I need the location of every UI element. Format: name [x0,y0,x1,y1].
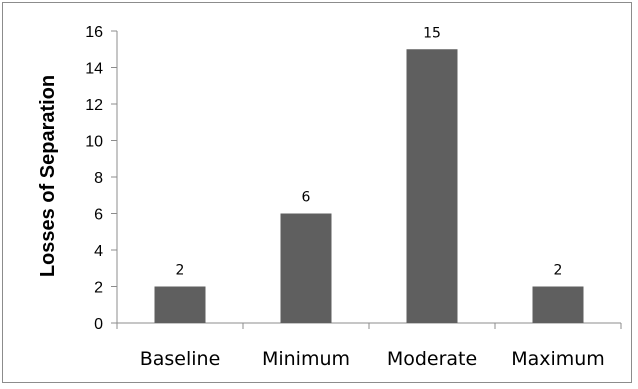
x-category-label: Baseline [140,348,221,370]
data-label: 15 [423,25,441,41]
y-tick-label: 16 [85,24,103,41]
data-label: 2 [176,263,185,279]
y-tick-label: 2 [94,280,103,297]
y-tick-label: 12 [85,97,103,114]
y-tick-label: 10 [85,134,103,151]
x-category-label: Maximum [511,348,605,370]
data-label: 2 [554,263,563,279]
y-axis-title: Losses of Separation [37,75,59,277]
bar [154,286,206,323]
x-category-label: Moderate [387,348,477,370]
data-label: 6 [302,190,311,206]
bar [532,286,584,323]
y-tick-label: 4 [94,243,103,260]
bar [280,213,332,323]
plot-area: 0 2 4 6 8 10 12 14 16 2 Baseline 6 Minimum 15 Moderate… [85,24,622,370]
bar [406,49,458,323]
y-tick-label: 8 [94,170,103,187]
y-tick-label: 14 [85,61,103,78]
y-tick-label: 6 [94,207,103,224]
x-category-label: Minimum [262,348,350,370]
y-tick-label: 0 [94,316,103,333]
